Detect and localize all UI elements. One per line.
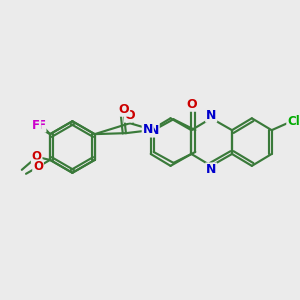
Text: N: N (206, 163, 216, 176)
Text: N: N (206, 109, 216, 122)
Text: N: N (142, 123, 153, 136)
Text: Cl: Cl (287, 115, 300, 128)
Text: N: N (148, 124, 159, 137)
Text: O: O (32, 150, 42, 164)
Text: O: O (118, 103, 129, 116)
Text: F: F (32, 119, 40, 132)
Text: O: O (33, 160, 43, 173)
Text: O: O (186, 98, 197, 111)
Text: F: F (38, 119, 46, 132)
Text: O: O (124, 109, 135, 122)
